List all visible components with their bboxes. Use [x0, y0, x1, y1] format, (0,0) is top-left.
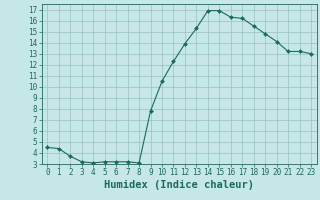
X-axis label: Humidex (Indice chaleur): Humidex (Indice chaleur) — [104, 180, 254, 190]
